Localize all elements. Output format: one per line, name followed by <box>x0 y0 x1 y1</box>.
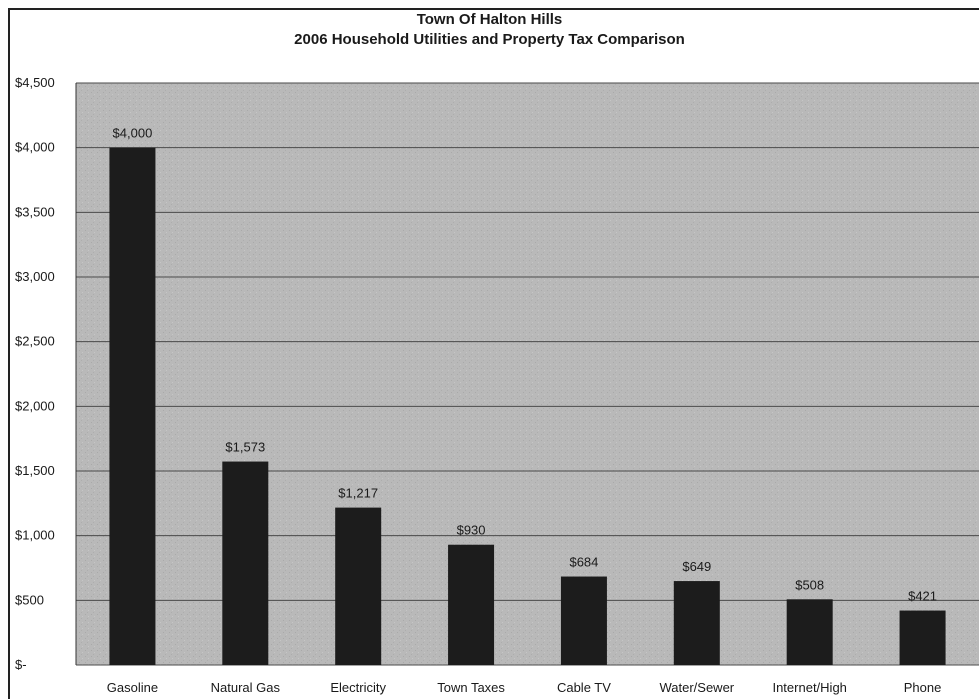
bar <box>335 507 382 665</box>
bar <box>222 461 269 665</box>
data-labels: $4,000 $1,573 $1,217 $930 $684 $649 $508 $421 <box>113 126 937 604</box>
category-label: Town Taxes <box>437 680 505 695</box>
chart-title-block: Town Of Halton Hills 2006 Household Util… <box>0 10 979 50</box>
bar <box>899 610 946 665</box>
bar <box>448 544 495 665</box>
data-label: $930 <box>457 523 486 538</box>
category-label: Phone <box>904 680 942 695</box>
y-axis: $- $500 $1,000 $1,500 $2,000 $2,500 $3,000 $3,5… <box>15 75 77 672</box>
data-label: $684 <box>569 555 598 570</box>
category-label: Cable TV <box>557 680 611 695</box>
y-tick-label: $3,000 <box>15 269 55 284</box>
chart-subtitle: 2006 Household Utilities and Property Ta… <box>294 31 685 48</box>
data-label: $4,000 <box>113 126 153 141</box>
bar <box>109 147 156 665</box>
y-tick-label: $- <box>15 657 27 672</box>
bars <box>109 147 946 665</box>
chart-title: Town Of Halton Hills <box>416 11 563 28</box>
data-label: $1,573 <box>225 440 265 455</box>
y-tick-label: $4,000 <box>15 140 55 155</box>
y-tick-label: $4,500 <box>15 75 55 90</box>
data-label: $649 <box>682 559 711 574</box>
y-tick-label: $1,000 <box>15 528 55 543</box>
y-tick-label: $500 <box>15 592 44 607</box>
category-label: Internet/High <box>772 680 846 695</box>
bar <box>560 576 607 665</box>
y-tick-label: $2,500 <box>15 334 55 349</box>
data-label: $1,217 <box>338 486 378 501</box>
category-label: Gasoline <box>107 680 158 695</box>
plot-area <box>76 83 979 665</box>
category-label: Electricity <box>330 680 386 695</box>
bar <box>786 599 833 665</box>
data-label: $421 <box>908 589 937 604</box>
y-tick-label: $1,500 <box>15 463 55 478</box>
y-tick-label: $3,500 <box>15 204 55 219</box>
x-axis: Gasoline Natural Gas Electricity Town Taxes… <box>107 680 942 695</box>
category-label: Natural Gas <box>211 680 281 695</box>
bar <box>673 581 720 665</box>
category-label: Water/Sewer <box>659 680 734 695</box>
y-tick-label: $2,000 <box>15 398 55 413</box>
data-label: $508 <box>795 577 824 592</box>
